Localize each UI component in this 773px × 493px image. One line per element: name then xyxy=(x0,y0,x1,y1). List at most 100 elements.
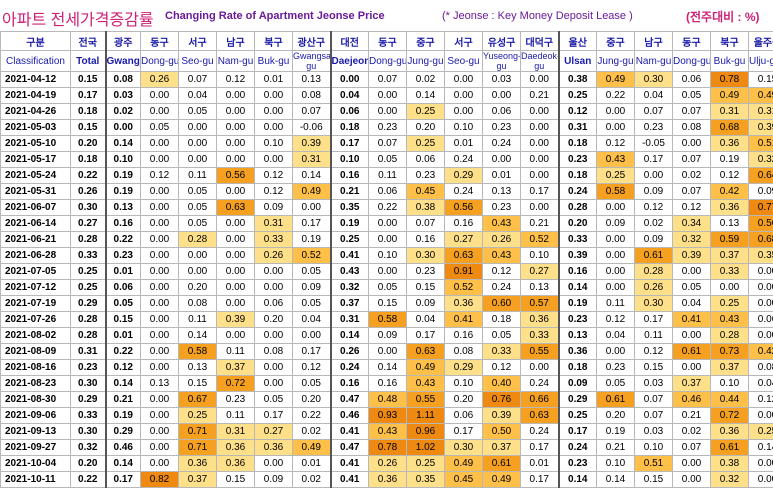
value-cell: 0.17 xyxy=(557,423,597,440)
value-cell: 0.08 xyxy=(444,343,483,360)
value-cell: 0.58 xyxy=(368,311,407,328)
value-cell: 0.20 xyxy=(596,407,635,424)
value-cell: 0.56 xyxy=(216,167,255,184)
value-cell: 1.02 xyxy=(406,439,445,456)
value-cell: 0.00 xyxy=(216,231,255,248)
value-cell: 0.00 xyxy=(140,359,179,376)
value-cell: 0.40 xyxy=(482,375,521,392)
value-cell: 0.20 xyxy=(444,391,483,408)
value-cell: 0.19 xyxy=(596,423,635,440)
value-cell: 0.00 xyxy=(254,327,293,344)
column-header-en: Gwangsan-gu xyxy=(292,50,331,72)
value-cell: 0.51 xyxy=(748,135,773,152)
value-cell: 0.00 xyxy=(140,455,179,472)
row-date: 2021-09-06 xyxy=(0,407,71,424)
value-cell: 0.63 xyxy=(444,247,483,264)
value-cell: 0.09 xyxy=(557,375,597,392)
value-cell: 0.02 xyxy=(292,471,331,488)
value-cell: 0.30 xyxy=(70,199,106,216)
value-cell: 0.36 xyxy=(444,295,483,312)
value-cell: 0.30 xyxy=(634,295,673,312)
table-row: 2021-09-27 0.32 0.46 0.00 0.71 0.36 0.36 0.49 0.… xyxy=(0,439,773,456)
column-header-ko: 유성구 xyxy=(482,31,521,51)
value-cell: 0.12 xyxy=(634,199,673,216)
value-cell: 0.00 xyxy=(748,327,773,344)
classification-header-en: Classification xyxy=(0,50,71,72)
value-cell: 0.01 xyxy=(104,327,141,344)
value-cell: 0.02 xyxy=(104,103,141,120)
value-cell: 0.41 xyxy=(329,247,369,264)
value-cell: 0.16 xyxy=(406,231,445,248)
value-cell: 0.43 xyxy=(482,247,521,264)
value-cell: 0.29 xyxy=(444,167,483,184)
value-cell: -0.06 xyxy=(292,119,331,136)
value-cell: 0.22 xyxy=(292,407,331,424)
column-header-en: Seo-gu xyxy=(178,50,217,72)
value-cell: 0.24 xyxy=(482,135,521,152)
value-cell: 0.07 xyxy=(368,71,407,88)
row-date: 2021-04-12 xyxy=(0,71,71,88)
value-cell: 0.25 xyxy=(70,279,106,296)
value-cell: 0.13 xyxy=(557,327,597,344)
value-cell: 0.32 xyxy=(70,439,106,456)
value-cell: 0.06 xyxy=(368,183,407,200)
value-cell: 0.09 xyxy=(254,471,293,488)
value-cell: 0.63 xyxy=(216,199,255,216)
value-cell: 0.23 xyxy=(216,391,255,408)
value-cell: 0.00 xyxy=(216,103,255,120)
value-cell: 0.17 xyxy=(254,407,293,424)
value-cell: 0.49 xyxy=(596,71,635,88)
value-cell: 0.44 xyxy=(710,391,749,408)
column-header-en: Nam-gu xyxy=(634,50,673,72)
value-cell: 0.00 xyxy=(140,103,179,120)
value-cell: 0.20 xyxy=(406,119,445,136)
value-cell: 0.34 xyxy=(672,215,711,232)
value-cell: 0.48 xyxy=(368,391,407,408)
column-header-en: Buk-gu xyxy=(254,50,293,72)
value-cell: 0.78 xyxy=(368,439,407,456)
value-cell: 0.18 xyxy=(557,135,597,152)
value-cell: 0.11 xyxy=(634,327,673,344)
value-cell: 0.36 xyxy=(254,439,293,456)
row-date: 2021-06-21 xyxy=(0,231,71,248)
value-cell: 0.10 xyxy=(444,119,483,136)
value-cell: 0.37 xyxy=(216,359,255,376)
column-header-en: Daedeok-gu xyxy=(520,50,559,72)
value-cell: 0.12 xyxy=(104,359,141,376)
row-date: 2021-04-26 xyxy=(0,103,71,120)
value-cell: 0.04 xyxy=(672,295,711,312)
value-cell: 0.00 xyxy=(216,279,255,296)
value-cell: 0.23 xyxy=(596,359,635,376)
value-cell: 0.50 xyxy=(482,423,521,440)
value-cell: 0.37 xyxy=(329,295,369,312)
value-cell: 0.25 xyxy=(596,167,635,184)
value-cell: 0.07 xyxy=(406,215,445,232)
value-cell: 0.33 xyxy=(710,263,749,280)
value-cell: 0.12 xyxy=(216,71,255,88)
column-header-en: Jung-gu xyxy=(406,50,445,72)
value-cell: 0.38 xyxy=(557,71,597,88)
row-date: 2021-08-16 xyxy=(0,359,71,376)
value-cell: 0.22 xyxy=(104,231,141,248)
value-cell: 0.23 xyxy=(104,247,141,264)
value-cell: 0.00 xyxy=(482,151,521,168)
value-cell: 0.00 xyxy=(634,167,673,184)
value-cell: 0.05 xyxy=(368,279,407,296)
column-header-ko: 울주군 xyxy=(748,31,773,51)
column-header-en: Yuseong-gu xyxy=(482,50,521,72)
value-cell: 0.42 xyxy=(710,183,749,200)
value-cell: 0.17 xyxy=(520,471,559,488)
value-cell: 0.00 xyxy=(520,135,559,152)
row-date: 2021-07-26 xyxy=(0,311,71,328)
value-cell: 0.25 xyxy=(329,231,369,248)
value-cell: 0.29 xyxy=(104,423,141,440)
value-cell: 0.02 xyxy=(672,167,711,184)
column-header-ko: 광산구 xyxy=(292,31,331,51)
value-cell: 0.13 xyxy=(178,359,217,376)
value-cell: 0.63 xyxy=(406,343,445,360)
value-cell: 0.03 xyxy=(104,87,141,104)
value-cell: 0.16 xyxy=(329,167,369,184)
table-row: 2021-05-10 0.20 0.14 0.00 0.00 0.00 0.10 0.39 0.… xyxy=(0,135,773,152)
value-cell: 0.33 xyxy=(70,407,106,424)
value-cell: 0.61 xyxy=(710,439,749,456)
